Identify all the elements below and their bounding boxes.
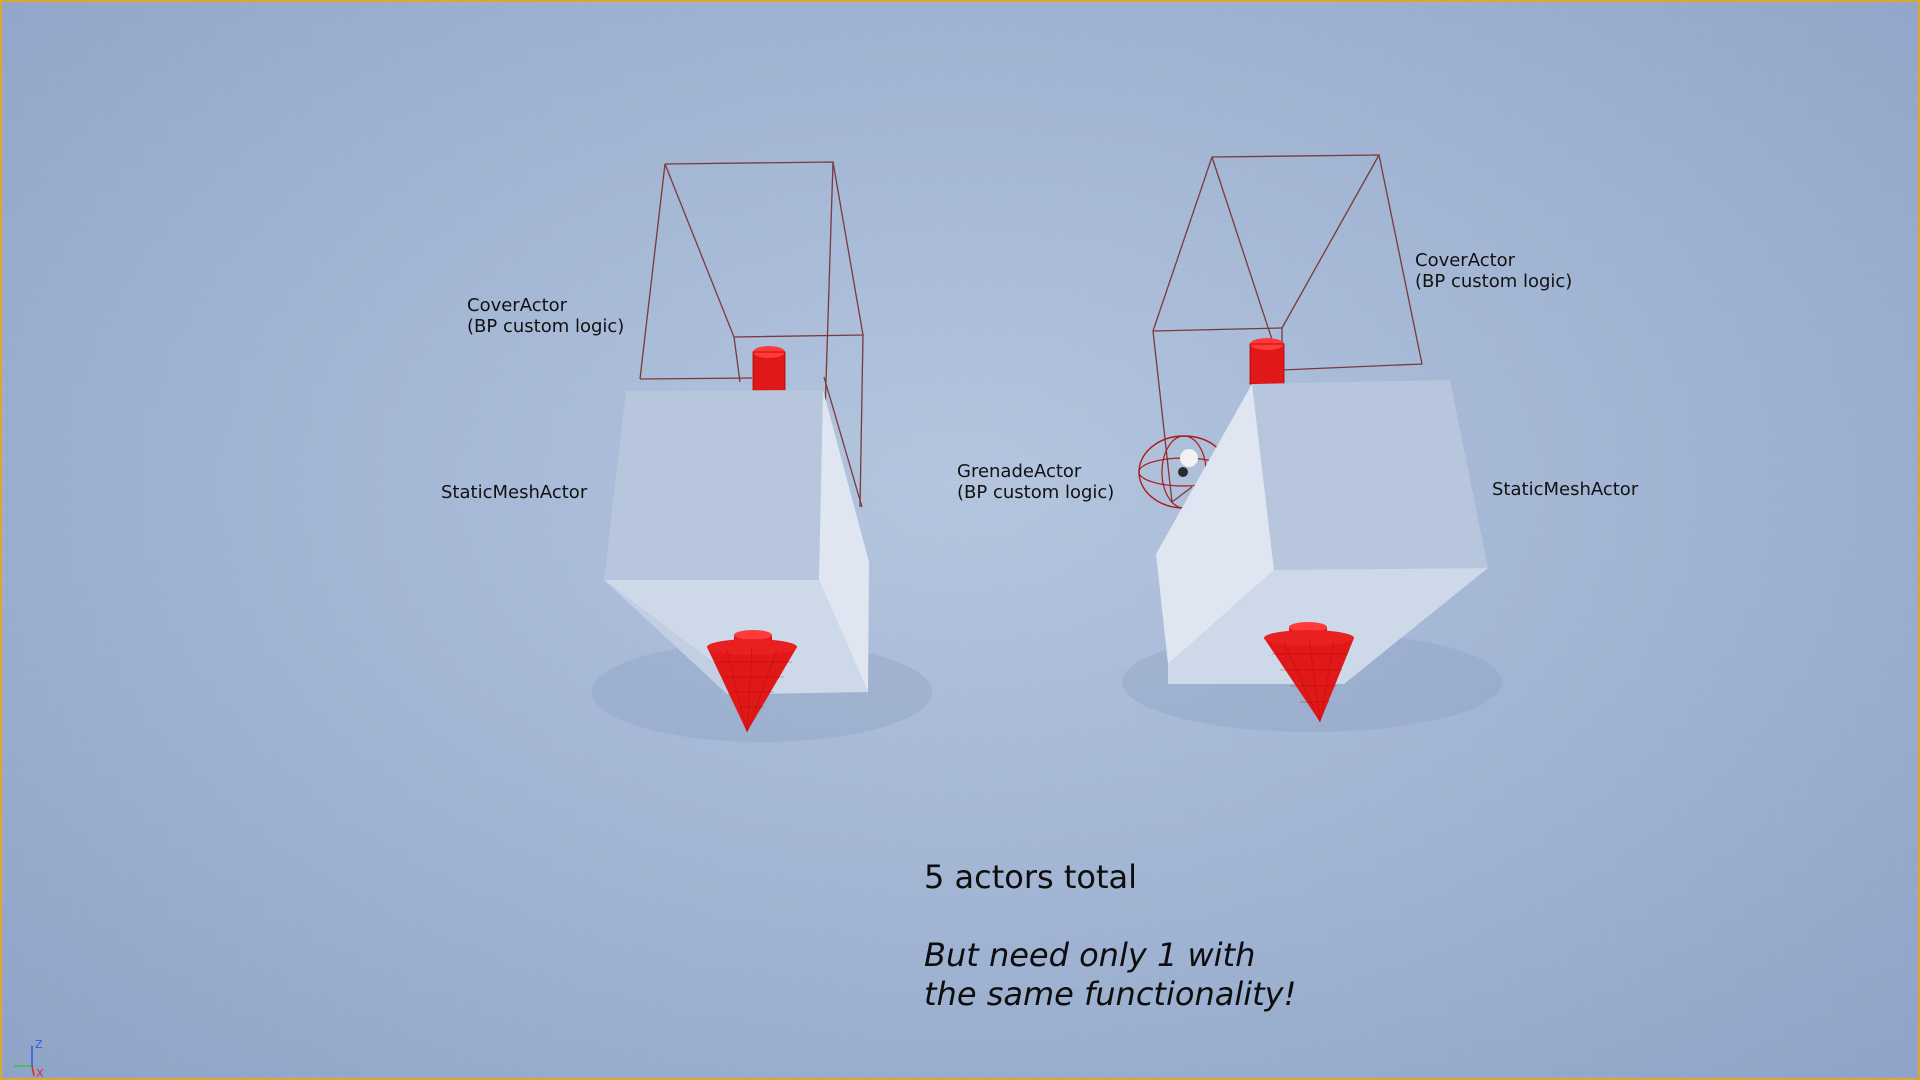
cover-actor-left-cylinder[interactable] (752, 346, 786, 393)
cover-actor-left-trigger-box[interactable] (639, 161, 864, 508)
cover-actor-right-label-desc: (BP custom logic) (1415, 271, 1573, 292)
functionality-note-line1: But need only 1 with (924, 936, 1256, 974)
static-mesh-actor-right-cube[interactable] (1156, 380, 1488, 684)
static-mesh-actor-right-label-text: StaticMeshActor (1492, 479, 1639, 500)
arrow-right-cone[interactable] (1264, 622, 1354, 723)
grenade-actor-label: GrenadeActor (BP custom logic) (957, 461, 1114, 503)
cover-actor-right-cylinder[interactable] (1249, 338, 1285, 385)
axis-x-label: X (36, 1067, 44, 1078)
cover-actor-right-label: CoverActor (BP custom logic) (1415, 250, 1572, 292)
grenade-actor-label-name: GrenadeActor (957, 461, 1082, 482)
functionality-note-line2: the same functionality! (924, 975, 1297, 1013)
static-mesh-actor-left-label-text: StaticMeshActor (441, 482, 588, 503)
actor-count-note: 5 actors total (924, 858, 1138, 896)
axis-gizmo-icon: Z X (14, 1038, 44, 1078)
cover-actor-left-label-desc: (BP custom logic) (467, 316, 625, 337)
cover-actor-right-label-name: CoverActor (1415, 250, 1516, 271)
axis-z-label: Z (35, 1038, 43, 1051)
cover-actor-left-label-name: CoverActor (467, 295, 568, 316)
grenade-actor-label-desc: (BP custom logic) (957, 482, 1115, 503)
static-mesh-actor-left-label: StaticMeshActor (441, 482, 587, 503)
functionality-note: But need only 1 with the same functional… (924, 936, 1296, 1014)
cover-actor-right-trigger-box[interactable] (1152, 154, 1423, 503)
cover-actor-left-label: CoverActor (BP custom logic) (467, 295, 624, 337)
static-mesh-actor-right-label: StaticMeshActor (1492, 479, 1638, 500)
arrow-left-cone[interactable] (707, 630, 797, 733)
